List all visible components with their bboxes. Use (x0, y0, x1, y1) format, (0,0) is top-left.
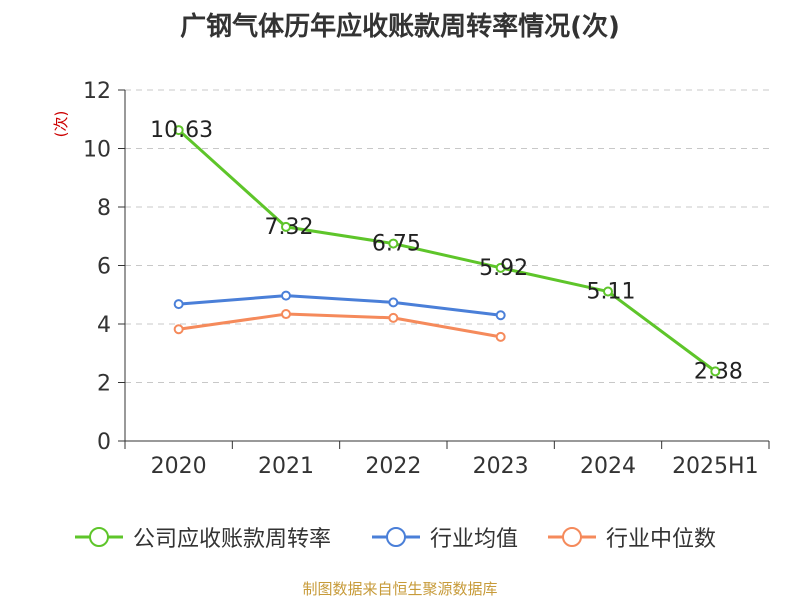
data-label-2020: 10.63 (150, 118, 213, 143)
y-tick-label-6: 6 (97, 255, 111, 280)
chart-title: 广钢气体历年应收账款周转率情况(次) (180, 12, 620, 42)
y-tick-label-10: 10 (83, 138, 111, 163)
y-tick-label-12: 12 (83, 79, 111, 104)
data-label-2023: 5.92 (479, 256, 528, 281)
x-tick-label-2021: 2021 (258, 454, 314, 479)
series-line-1 (178, 294, 501, 317)
y-tick-label-2: 2 (97, 372, 111, 397)
legend: 公司应收账款周转率 行业均值 行业中位数 (0, 520, 800, 554)
data-label-2022: 6.75 (372, 232, 421, 257)
data-labels: 10.63 7.32 6.75 5.92 5.11 2.38 (150, 118, 743, 384)
x-tick-label-2023: 2023 (473, 454, 529, 479)
legend-item-2[interactable]: 行业中位数 (546, 520, 716, 554)
series-1-point-2020 (173, 299, 184, 310)
legend-item-0[interactable]: 公司应收账款周转率 (73, 520, 331, 554)
y-tick-label-4: 4 (97, 313, 111, 338)
series-2-point-2023 (495, 331, 506, 342)
axes: 0 2 4 6 8 10 12 2020 2021 2022 2023 2024 2025H1 (83, 79, 770, 479)
series-0-point-2023 (495, 262, 506, 273)
series-2-point-2021 (281, 309, 291, 320)
series-0-point-2022 (388, 238, 399, 249)
series-lines (173, 125, 721, 377)
legend-marker-icon (372, 527, 420, 547)
series-1-point-2022 (388, 297, 399, 308)
series-2-point-2022 (388, 312, 399, 323)
data-label-2024: 5.11 (587, 280, 636, 305)
series-1-point-2021 (281, 290, 291, 301)
data-label-2025H1: 2.38 (694, 359, 743, 384)
data-label-2021: 7.32 (265, 215, 314, 240)
y-tick-label-0: 0 (97, 430, 111, 455)
series-0-point-2021 (281, 221, 291, 232)
series-1-point-2023 (495, 310, 506, 321)
legend-label: 行业均值 (430, 527, 519, 552)
source-note: 制图数据来自恒生聚源数据库 (302, 580, 498, 598)
series-line-2 (178, 312, 501, 339)
legend-label: 公司应收账款周转率 (133, 527, 332, 552)
grid-lines (125, 89, 769, 383)
y-axis-label: (次) (52, 111, 70, 138)
series-0-point-2020 (173, 125, 184, 136)
x-tick-label-2020: 2020 (151, 454, 207, 479)
legend-label: 行业中位数 (606, 527, 717, 552)
y-tick-label-8: 8 (97, 196, 111, 221)
series-0-point-2024 (603, 286, 613, 297)
legend-marker-icon (75, 527, 123, 547)
legend-marker-icon (548, 527, 596, 547)
legend-item-1[interactable]: 行业均值 (370, 520, 518, 554)
x-tick-label-2025H1: 2025H1 (672, 454, 759, 479)
series-0-point-2025H1 (710, 366, 721, 377)
series-2-point-2020 (173, 324, 184, 335)
x-tick-label-2022: 2022 (365, 454, 421, 479)
x-tick-label-2024: 2024 (580, 454, 636, 479)
series-line-0 (177, 128, 717, 373)
